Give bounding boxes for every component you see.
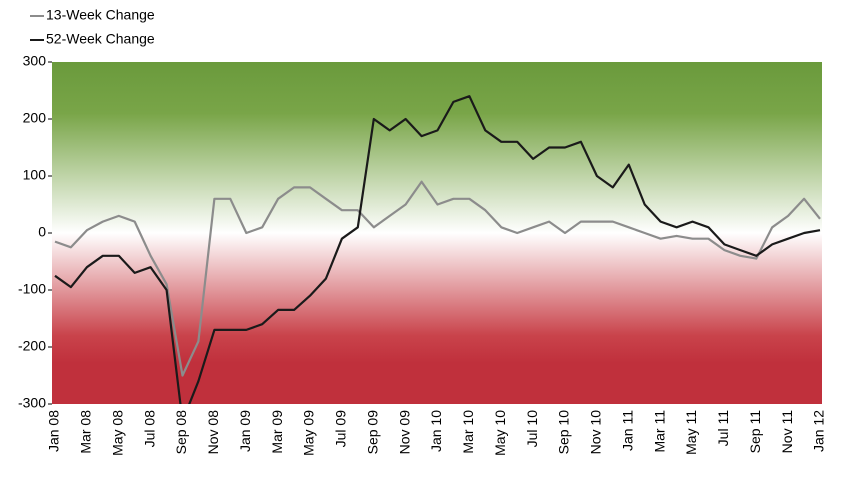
series-line <box>54 95 821 404</box>
x-tick-label: Jul 11 <box>715 410 731 447</box>
x-tick-label: Nov 10 <box>588 410 604 455</box>
x-tick-label: Sep 09 <box>364 410 380 455</box>
x-tick-label: May 08 <box>109 410 125 456</box>
x-tick-label: May 11 <box>683 410 699 455</box>
legend-label: 13-Week Change <box>46 7 155 23</box>
x-tick-label: Mar 09 <box>269 410 285 454</box>
x-tick-label: Jan 12 <box>811 410 827 452</box>
y-tick-label: -100 <box>18 281 46 297</box>
x-tick-label: May 10 <box>492 410 508 456</box>
y-tick-label: 0 <box>38 224 46 240</box>
x-tick-label: Mar 08 <box>78 410 94 454</box>
x-tick-label: Jul 10 <box>524 410 540 448</box>
x-tick-label: Sep 08 <box>173 410 189 455</box>
x-tick-label: Jan 10 <box>428 410 444 452</box>
x-tick-label: Jan 09 <box>237 410 253 452</box>
series-line <box>54 180 821 377</box>
x-tick-label: Jan 08 <box>46 410 62 452</box>
legend-label: 52-Week Change <box>46 31 155 47</box>
x-tick-label: Jul 08 <box>141 410 157 448</box>
plot-background <box>52 62 822 404</box>
x-tick-label: Mar 11 <box>651 410 667 453</box>
x-tick-label: Nov 08 <box>205 410 221 455</box>
x-tick-label: Nov 09 <box>396 410 412 455</box>
y-tick-label: -200 <box>18 338 46 354</box>
x-tick-label: Mar 10 <box>460 410 476 454</box>
y-tick-label: 300 <box>23 53 47 69</box>
x-tick-label: May 09 <box>301 410 317 456</box>
x-tick-label: Sep 11 <box>747 410 763 454</box>
x-tick-label: Jan 11 <box>619 410 635 451</box>
y-tick-label: 200 <box>23 110 47 126</box>
y-tick-label: 100 <box>23 167 47 183</box>
x-tick-label: Nov 11 <box>779 410 795 454</box>
y-tick-label: -300 <box>18 395 46 411</box>
x-tick-label: Jul 09 <box>333 410 349 448</box>
x-tick-label: Sep 10 <box>556 410 572 455</box>
